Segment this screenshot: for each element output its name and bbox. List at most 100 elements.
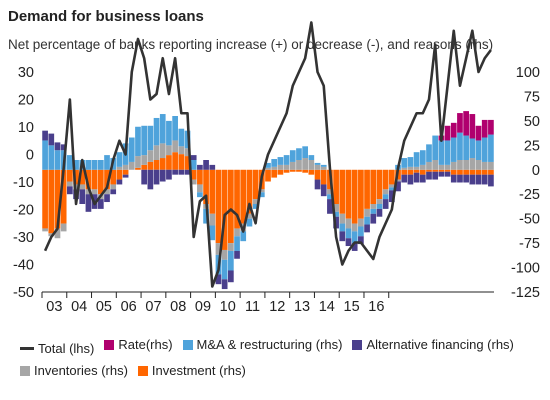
bar-segment — [135, 126, 141, 157]
x-tick-label: 07 — [145, 299, 161, 315]
bar-segment — [314, 179, 321, 190]
bar-segment — [258, 192, 265, 198]
bar-segment — [67, 169, 73, 182]
bar-segment — [104, 169, 110, 190]
bar-segment — [159, 158, 166, 170]
x-tick-label: 13 — [294, 299, 310, 315]
bar-segment — [166, 120, 172, 146]
bar-segment — [48, 133, 55, 146]
bar-segment — [481, 174, 488, 185]
bar-segment — [153, 160, 160, 170]
bar-segment — [432, 135, 439, 160]
legend-label: Total (lhs) — [38, 340, 95, 356]
bar-segment — [197, 192, 203, 198]
bar-segment — [382, 189, 389, 195]
bar-segment — [197, 169, 203, 185]
bar-segment — [97, 160, 104, 170]
bar-segment — [469, 174, 476, 185]
bar-segment — [488, 119, 494, 135]
bar-segment — [302, 158, 308, 170]
bar-segment — [116, 179, 123, 185]
legend-item: M&A & restructuring (rhs) — [182, 334, 342, 356]
bar-segment — [184, 130, 191, 149]
bar-segment — [153, 117, 160, 146]
y-right-tick-label: 50 — [524, 114, 540, 130]
bar-segment — [395, 179, 401, 182]
bar-segment — [128, 137, 135, 162]
bar-segment — [104, 189, 110, 195]
y-right-tick-label: -125 — [511, 285, 540, 301]
bar-segment — [475, 140, 482, 160]
bar-segment — [116, 169, 123, 180]
bar-segment — [215, 243, 222, 255]
bar-segment — [141, 155, 148, 165]
bar-segment — [42, 130, 48, 141]
bar-segment — [209, 225, 216, 241]
y-right-tick-label: -50 — [519, 212, 540, 228]
legend-label: Rate(rhs) — [118, 337, 173, 352]
bar-segment — [444, 125, 451, 141]
bar-segment — [488, 134, 494, 162]
bar-segment — [432, 169, 439, 172]
bar-segment — [79, 184, 86, 190]
bar-segment — [153, 145, 160, 160]
bar-segment — [265, 167, 271, 170]
bar-segment — [159, 143, 166, 159]
bar-segment — [166, 145, 172, 156]
bar-segment — [339, 169, 346, 214]
bar-segment — [147, 125, 154, 151]
bar-segment — [339, 213, 346, 224]
bar-segment — [178, 169, 185, 175]
y-left-tick-label: 0 — [26, 148, 34, 164]
bar-segment — [172, 169, 178, 175]
bar-segment — [296, 169, 302, 172]
bar-segment — [358, 169, 364, 219]
bar-segment — [376, 208, 383, 217]
bar-segment — [450, 174, 457, 183]
legend-label: Inventories (rhs) — [34, 362, 128, 378]
legend-swatch — [20, 365, 30, 376]
bar-segment — [116, 166, 123, 170]
bar-segment — [320, 169, 327, 185]
bar-segment — [240, 231, 247, 242]
bar-segment — [444, 140, 451, 165]
legend-item: Investment (rhs) — [137, 360, 246, 382]
x-tick-label: 03 — [46, 299, 62, 315]
legend-label: Alternative financing (rhs) — [366, 337, 514, 352]
bar-segment — [122, 169, 129, 175]
x-tick-label: 05 — [96, 299, 112, 315]
bar-segment — [308, 155, 315, 160]
y-right-tick-label: -25 — [519, 187, 540, 203]
bar-segment — [246, 213, 253, 219]
bar-segment — [296, 160, 302, 170]
bar-segment — [438, 140, 445, 165]
bar-segment — [178, 154, 185, 170]
x-tick-label: 06 — [121, 299, 137, 315]
bar-segment — [469, 169, 476, 175]
bar-segment — [289, 150, 296, 162]
x-tick-label: 09 — [195, 299, 211, 315]
bar-segment — [228, 270, 234, 283]
bar-segment — [246, 218, 253, 227]
x-tick-label: 15 — [344, 299, 360, 315]
bar-segment — [271, 169, 278, 178]
bar-segment — [73, 169, 79, 185]
bar-segment — [376, 169, 383, 200]
bar-segment — [438, 169, 445, 172]
bar-segment — [426, 161, 432, 170]
bar-segment — [481, 119, 488, 138]
y-left-tick-label: 30 — [18, 65, 34, 81]
bar-segment — [426, 169, 432, 172]
bar-segment — [258, 189, 265, 193]
bar-segment — [444, 169, 451, 172]
y-left-tick-label: -10 — [13, 175, 34, 191]
bar-segment — [351, 243, 358, 251]
bar-segment — [488, 174, 494, 187]
bar-segment — [42, 228, 48, 232]
bar-segment — [370, 204, 377, 209]
bar-segment — [481, 169, 488, 175]
bar-segment — [234, 169, 240, 229]
bar-segment — [382, 199, 389, 209]
bar-segment — [388, 187, 395, 191]
bar-segment — [141, 164, 148, 170]
